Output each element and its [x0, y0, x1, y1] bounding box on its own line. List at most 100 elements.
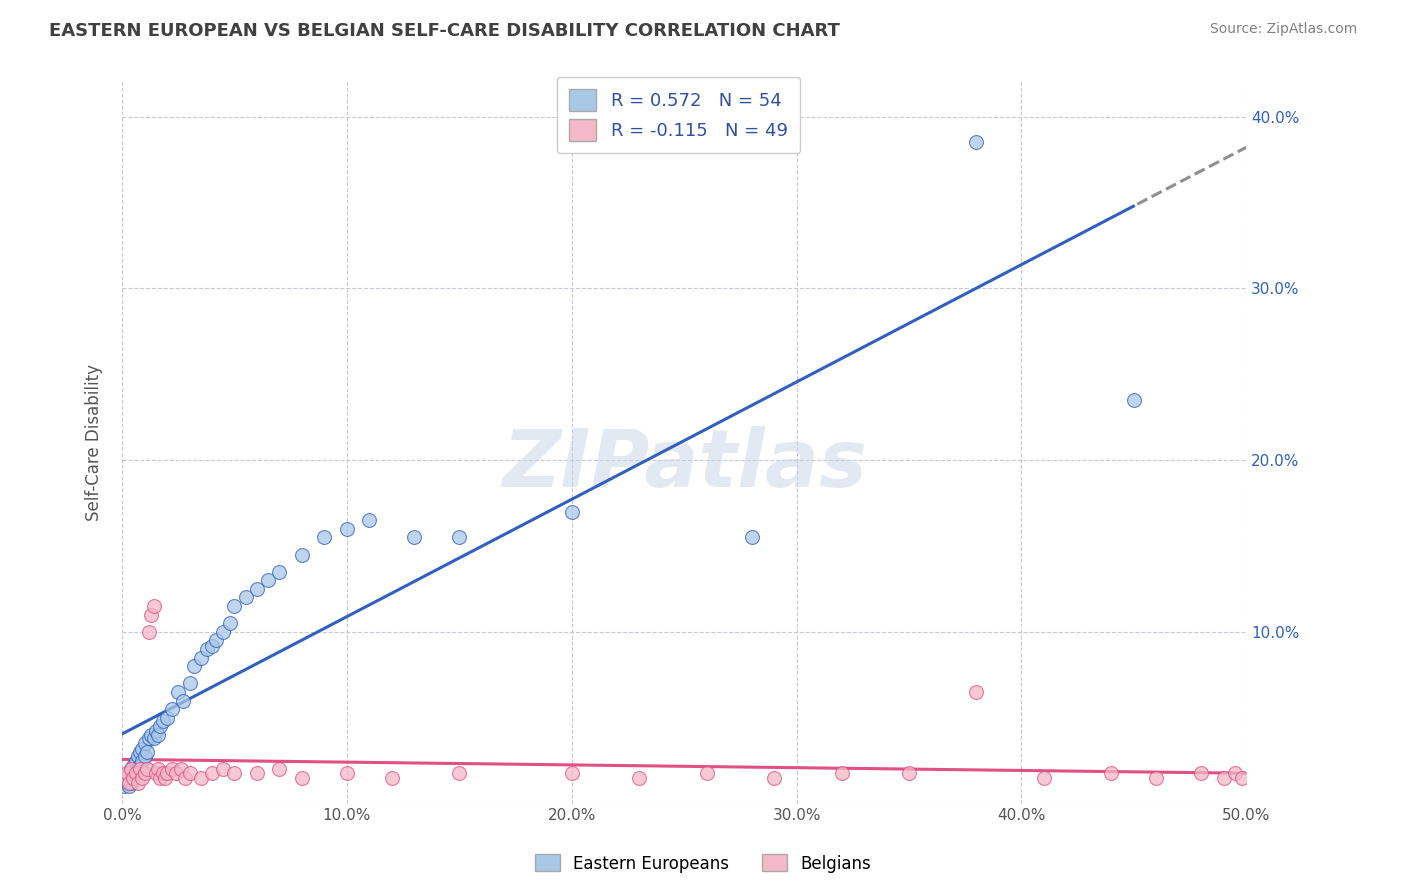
- Point: [124, 765, 146, 780]
- Point: [115, 771, 138, 785]
- Point: [183, 659, 205, 673]
- Point: [561, 505, 583, 519]
- Point: [146, 762, 169, 776]
- Point: [224, 599, 246, 613]
- Point: [965, 685, 987, 699]
- Point: [160, 702, 183, 716]
- Point: [142, 731, 165, 746]
- Point: [741, 530, 763, 544]
- Point: [135, 745, 157, 759]
- Point: [201, 639, 224, 653]
- Point: [359, 513, 381, 527]
- Point: [129, 759, 152, 773]
- Point: [201, 765, 224, 780]
- Point: [118, 780, 141, 794]
- Point: [314, 530, 336, 544]
- Point: [118, 765, 141, 780]
- Point: [190, 771, 212, 785]
- Point: [127, 762, 149, 776]
- Point: [165, 765, 187, 780]
- Y-axis label: Self-Care Disability: Self-Care Disability: [86, 365, 103, 522]
- Point: [156, 765, 179, 780]
- Point: [246, 765, 269, 780]
- Point: [1189, 765, 1212, 780]
- Legend: Eastern Europeans, Belgians: Eastern Europeans, Belgians: [529, 847, 877, 880]
- Point: [149, 719, 172, 733]
- Point: [131, 754, 153, 768]
- Point: [167, 685, 190, 699]
- Point: [174, 771, 197, 785]
- Point: [257, 574, 280, 588]
- Text: Source: ZipAtlas.com: Source: ZipAtlas.com: [1209, 22, 1357, 37]
- Point: [153, 771, 176, 785]
- Point: [1223, 765, 1246, 780]
- Point: [131, 771, 153, 785]
- Point: [831, 765, 853, 780]
- Text: ZIPatlas: ZIPatlas: [502, 425, 866, 503]
- Point: [146, 728, 169, 742]
- Point: [134, 748, 156, 763]
- Point: [149, 771, 172, 785]
- Point: [291, 771, 314, 785]
- Point: [112, 780, 135, 794]
- Point: [212, 762, 235, 776]
- Point: [138, 731, 160, 746]
- Point: [152, 714, 174, 728]
- Point: [135, 762, 157, 776]
- Point: [142, 599, 165, 613]
- Point: [156, 711, 179, 725]
- Point: [561, 765, 583, 780]
- Point: [381, 771, 404, 785]
- Point: [138, 624, 160, 639]
- Point: [145, 724, 167, 739]
- Point: [141, 607, 163, 622]
- Point: [169, 762, 191, 776]
- Point: [246, 582, 269, 596]
- Point: [190, 650, 212, 665]
- Point: [197, 642, 219, 657]
- Point: [141, 728, 163, 742]
- Point: [118, 776, 141, 790]
- Point: [120, 762, 142, 776]
- Point: [124, 754, 146, 768]
- Point: [115, 776, 138, 790]
- Point: [291, 548, 314, 562]
- Point: [212, 624, 235, 639]
- Point: [122, 771, 145, 785]
- Point: [696, 765, 718, 780]
- Point: [219, 616, 242, 631]
- Point: [127, 748, 149, 763]
- Point: [120, 776, 142, 790]
- Point: [129, 762, 152, 776]
- Point: [269, 565, 291, 579]
- Point: [127, 776, 149, 790]
- Point: [124, 765, 146, 780]
- Legend: R = 0.572   N = 54, R = -0.115   N = 49: R = 0.572 N = 54, R = -0.115 N = 49: [557, 77, 800, 153]
- Point: [449, 765, 471, 780]
- Point: [1099, 765, 1122, 780]
- Point: [172, 693, 194, 707]
- Point: [160, 762, 183, 776]
- Point: [404, 530, 426, 544]
- Point: [224, 765, 246, 780]
- Text: EASTERN EUROPEAN VS BELGIAN SELF-CARE DISABILITY CORRELATION CHART: EASTERN EUROPEAN VS BELGIAN SELF-CARE DI…: [49, 22, 841, 40]
- Point: [122, 771, 145, 785]
- Point: [131, 741, 153, 756]
- Point: [965, 135, 987, 149]
- Point: [152, 765, 174, 780]
- Point: [134, 737, 156, 751]
- Point: [112, 771, 135, 785]
- Point: [336, 765, 359, 780]
- Point: [1122, 392, 1144, 407]
- Point: [1230, 771, 1253, 785]
- Point: [122, 759, 145, 773]
- Point: [179, 765, 201, 780]
- Point: [628, 771, 651, 785]
- Point: [1144, 771, 1167, 785]
- Point: [145, 765, 167, 780]
- Point: [898, 765, 921, 780]
- Point: [449, 530, 471, 544]
- Point: [763, 771, 786, 785]
- Point: [179, 676, 201, 690]
- Point: [120, 762, 142, 776]
